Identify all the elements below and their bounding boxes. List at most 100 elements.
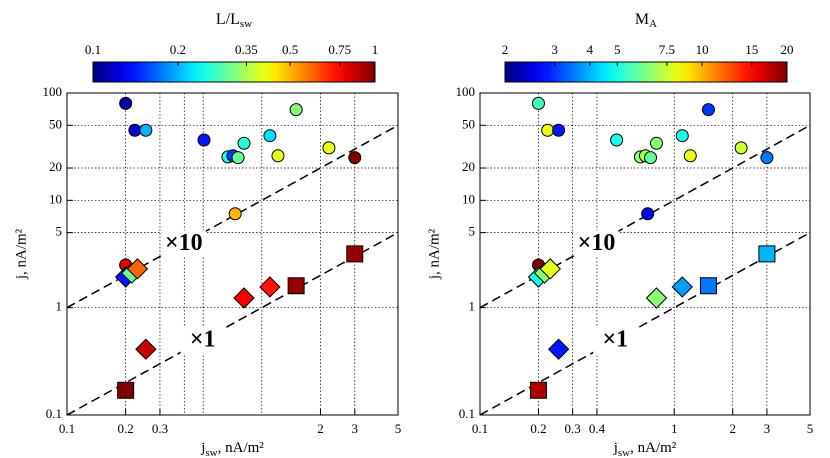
colorbar-title-sub: A [649,18,657,30]
circle-marker [237,136,251,150]
square-marker [529,381,547,399]
circle-marker [197,133,211,147]
circle-marker [675,129,689,143]
circle-marker [231,151,245,165]
y-tick-label: 100 [43,84,63,99]
colorbar-tick-label: 0.5 [282,42,298,57]
x-label-sub: sw [618,447,630,458]
colorbar-tick-label: 20 [781,42,794,57]
colorbar-tick-label: 5 [614,42,621,57]
circle-marker [322,141,336,155]
colorbar-title: MA [635,11,657,30]
circle-marker [348,151,362,165]
x-tick-label: 3 [352,421,359,436]
y-tick-label: 1 [469,299,476,314]
x-label-rest: , nA/m² [630,440,677,456]
x-tick-label: 5 [807,421,814,436]
colorbar-tick-label: 3 [551,42,558,57]
square-marker [287,277,305,295]
reference-label-bg [593,327,638,354]
reference-label: ×10 [165,230,203,256]
y-tick-label: 0.1 [46,406,62,421]
y-tick-label: 20 [49,159,62,174]
colorbar [504,61,788,83]
y-tick-label: 0.1 [459,406,475,421]
circle-marker [610,133,624,147]
x-label-sub: sw [205,447,217,458]
circle-marker [119,96,133,110]
reference-label-bg [161,230,206,257]
y-tick-label: 100 [456,84,476,99]
colorbar-tick-label: 0.75 [328,42,351,57]
y-tick-label: 10 [49,191,62,206]
y-axis-label: j, nA/m² [13,228,29,280]
colorbar-tick-label: 0.35 [235,42,258,57]
x-tick-label: 5 [395,421,402,436]
x-label-main: j [613,440,618,456]
colorbar-tick-label: 2 [502,42,509,57]
x-label-rest: , nA/m² [218,440,265,456]
colorbar-title-main: L/L [216,11,240,28]
reference-label: ×1 [190,327,216,353]
circle-marker [228,207,242,221]
circle-marker [263,129,277,143]
x-tick-label: 0.2 [118,421,134,436]
circle-marker [552,123,566,137]
colorbar-tick-label: 1 [372,42,379,57]
circle-marker [649,136,663,150]
x-tick-label: 0.3 [565,421,581,436]
y-tick-label: 50 [462,116,475,131]
x-tick-label: 0.2 [530,421,546,436]
y-tick-label: 20 [462,159,475,174]
circle-marker [641,207,655,221]
diamond-marker [645,287,668,309]
plot-frame [479,92,811,416]
x-label-main: j [200,440,205,456]
colorbar-title-sub: sw [240,18,252,30]
x-tick-label: 2 [317,421,324,436]
x-axis-label: jsw, nA/m² [200,440,264,458]
diamond-marker [539,258,561,280]
colorbar-tick-label: 10 [696,42,709,57]
x-tick-label: 3 [764,421,771,436]
x-tick-label: 0.4 [589,421,606,436]
reference-label-bg [574,230,619,257]
diamond-marker [259,276,281,298]
x-tick-label: 0.1 [472,421,488,436]
circle-marker [760,151,774,165]
circle-marker [734,141,748,155]
square-marker [346,245,364,263]
circle-marker [139,123,153,137]
y-tick-label: 10 [462,191,475,206]
circle-marker [644,151,658,165]
square-marker [117,381,135,399]
x-tick-label: 0.3 [152,421,168,436]
y-axis-label: j, nA/m² [426,228,442,280]
diamond-marker [233,287,255,309]
circle-marker [128,123,142,137]
x-tick-label: 0.1 [59,421,75,436]
square-marker [758,245,776,263]
colorbar-tick-label: 0.1 [85,42,101,57]
colorbar-tick-label: 15 [745,42,758,57]
diamond-marker [671,276,693,298]
circle-marker [531,96,545,110]
colorbar [92,61,376,83]
y-tick-label: 50 [49,116,62,131]
colorbar-title-main: M [635,11,649,28]
circle-marker [271,149,285,163]
circle-marker [683,149,697,163]
y-tick-label: 5 [469,224,476,239]
reference-label: ×10 [578,230,616,256]
diamond-marker [126,258,149,280]
circle-marker [541,123,555,137]
square-marker [699,277,717,295]
x-axis-label: jsw, nA/m² [613,440,677,458]
reference-label: ×1 [602,327,628,353]
circle-marker [289,103,303,117]
reference-label-bg [180,327,225,354]
diamond-marker [547,338,570,360]
x-tick-label: 2 [729,421,736,436]
y-tick-label: 1 [56,299,63,314]
